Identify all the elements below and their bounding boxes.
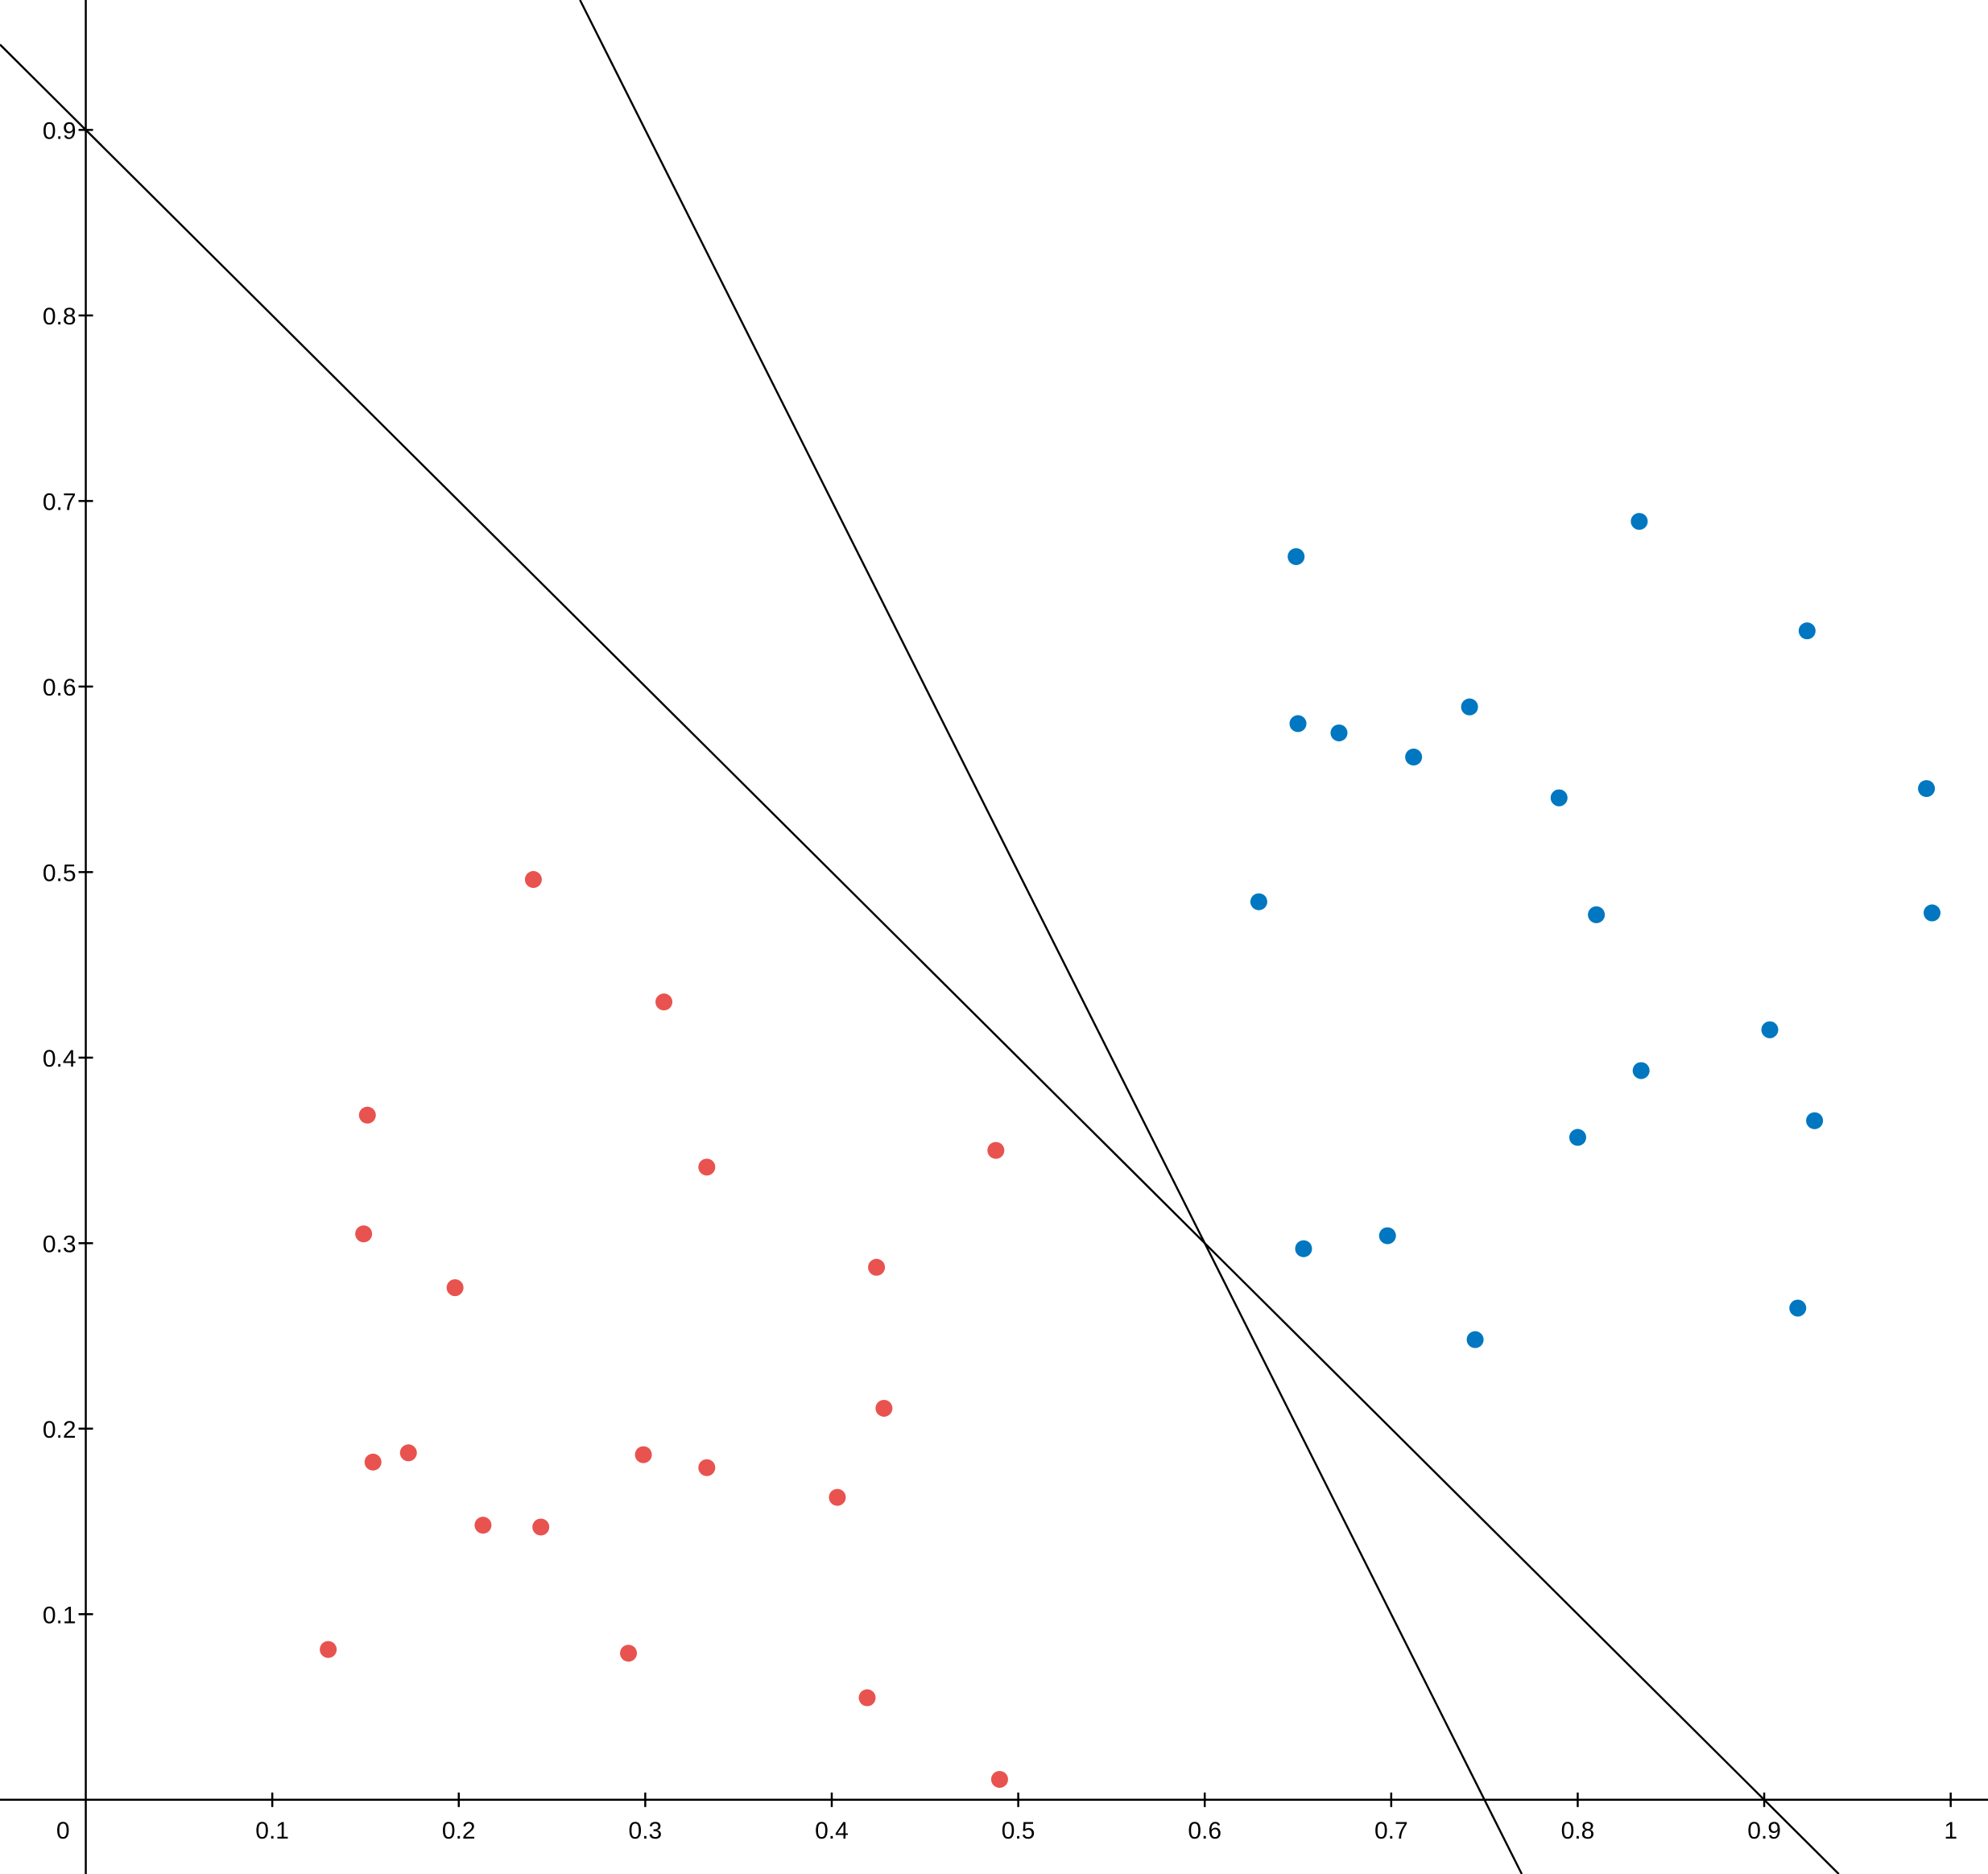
x-tick-label: 0.9 — [1747, 1818, 1781, 1844]
data-point — [1568, 1129, 1586, 1146]
data-point — [858, 1689, 876, 1707]
data-point — [868, 1258, 886, 1276]
data-point — [620, 1645, 638, 1662]
x-tick-label: 0.5 — [1002, 1818, 1035, 1844]
data-point — [1632, 1062, 1650, 1079]
data-point — [1378, 1227, 1396, 1245]
data-point — [1588, 906, 1606, 923]
x-tick-label: 0.7 — [1374, 1818, 1408, 1844]
data-point — [1466, 1331, 1484, 1348]
x-tick-label: 0.4 — [815, 1818, 849, 1844]
data-point — [655, 993, 673, 1011]
data-point — [1289, 715, 1307, 733]
data-point — [829, 1488, 846, 1506]
x-tick-label: 0 — [56, 1818, 70, 1844]
data-point — [358, 1106, 376, 1124]
data-point — [1924, 904, 1941, 922]
y-tick-label: 0.4 — [43, 1046, 76, 1072]
data-point — [1461, 698, 1478, 716]
y-tick-label: 0.1 — [43, 1602, 76, 1628]
x-tick-label: 0.3 — [629, 1818, 663, 1844]
data-point — [1405, 748, 1423, 766]
y-tick-label: 0.6 — [43, 675, 76, 701]
data-point — [1250, 893, 1267, 910]
y-tick-label: 0.5 — [43, 860, 76, 886]
data-point — [355, 1225, 373, 1243]
data-point — [474, 1517, 492, 1534]
data-point — [1798, 622, 1816, 640]
data-point — [364, 1453, 382, 1471]
y-tick-label: 0.3 — [43, 1231, 76, 1257]
data-point — [1761, 1021, 1779, 1038]
data-point — [634, 1446, 652, 1463]
y-tick-label: 0.9 — [43, 118, 76, 144]
data-point — [1295, 1240, 1312, 1257]
data-point — [399, 1444, 417, 1462]
data-point — [524, 871, 542, 889]
x-tick-label: 0.1 — [255, 1818, 289, 1844]
data-point — [320, 1641, 337, 1658]
x-tick-label: 0.6 — [1188, 1818, 1221, 1844]
data-point — [987, 1141, 1005, 1159]
data-point — [1806, 1112, 1824, 1129]
y-tick-label: 0.7 — [43, 489, 76, 515]
decision-lines — [0, 0, 1840, 1874]
data-point — [1330, 724, 1348, 741]
boundary-line-2 — [579, 0, 1523, 1874]
data-point — [698, 1158, 716, 1176]
data-points — [320, 513, 1941, 1788]
x-tick-label: 1 — [1944, 1818, 1957, 1844]
data-point — [1789, 1299, 1807, 1317]
data-point — [1918, 780, 1936, 798]
x-tick-label: 0.2 — [442, 1818, 476, 1844]
data-point — [698, 1459, 716, 1476]
boundary-line-1 — [0, 43, 1840, 1874]
data-point — [446, 1279, 464, 1297]
data-point — [875, 1399, 893, 1417]
data-point — [1287, 547, 1305, 565]
y-tick-label: 0.8 — [43, 303, 76, 330]
y-tick-label: 0.2 — [43, 1417, 76, 1443]
x-tick-label: 0.8 — [1561, 1818, 1595, 1844]
data-point — [532, 1518, 550, 1536]
data-point — [1630, 513, 1648, 530]
data-point — [990, 1770, 1008, 1788]
data-point — [1550, 789, 1568, 807]
